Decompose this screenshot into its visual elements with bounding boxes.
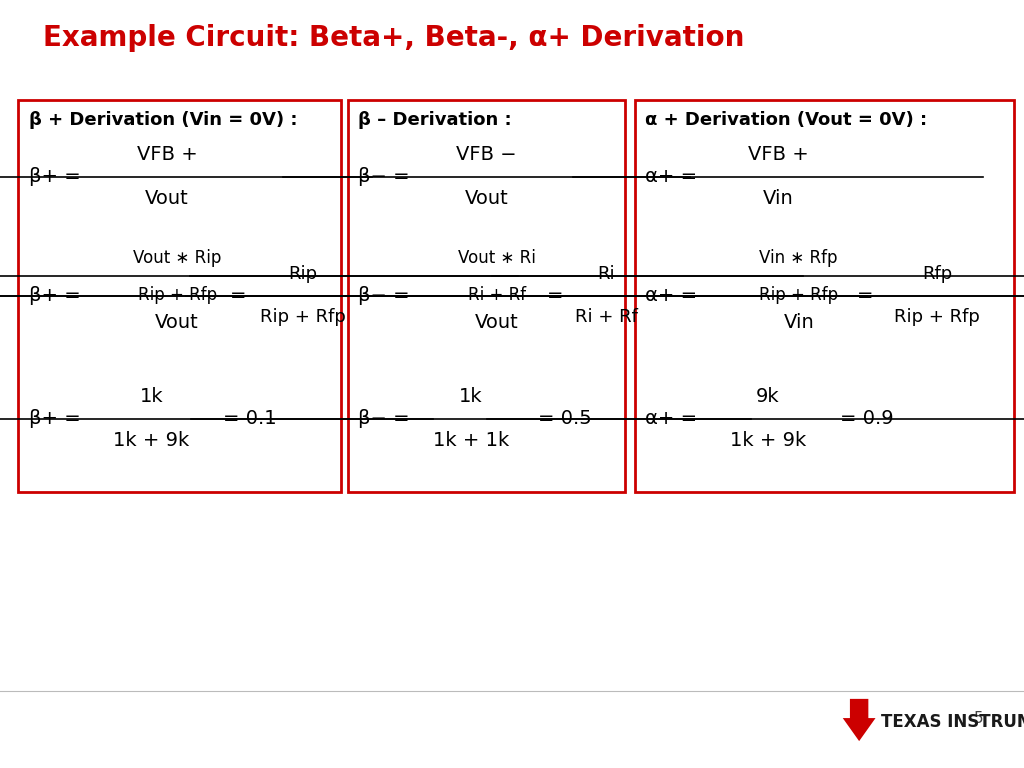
Text: α + Derivation (Vout = 0V) :: α + Derivation (Vout = 0V) : — [645, 111, 928, 129]
Text: β – Derivation :: β – Derivation : — [358, 111, 512, 129]
Text: α+ =: α+ = — [645, 167, 697, 186]
Text: 1k + 1k: 1k + 1k — [433, 431, 509, 450]
Text: = 0.5: = 0.5 — [538, 409, 591, 428]
Bar — [635, 100, 1014, 492]
Bar — [18, 100, 341, 492]
Text: 1k + 9k: 1k + 9k — [730, 431, 806, 450]
Text: β + Derivation (Vin = 0V) :: β + Derivation (Vin = 0V) : — [29, 111, 297, 129]
Text: 9k: 9k — [756, 387, 780, 406]
Text: Vout: Vout — [475, 313, 518, 332]
Text: Vin: Vin — [763, 189, 794, 208]
Text: Rip + Rfp: Rip + Rfp — [759, 286, 839, 303]
Text: Vout: Vout — [465, 189, 508, 208]
Text: VFB +: VFB + — [136, 145, 198, 164]
Text: Example Circuit: Beta+, Beta-, α+ Derivation: Example Circuit: Beta+, Beta-, α+ Deriva… — [43, 25, 744, 52]
Text: = 0.1: = 0.1 — [223, 409, 276, 428]
Text: Ri + Rf: Ri + Rf — [574, 308, 638, 326]
Bar — [348, 100, 625, 492]
Text: VFB −: VFB − — [456, 145, 517, 164]
Text: 1k: 1k — [459, 387, 483, 406]
Text: Vout ∗ Ri: Vout ∗ Ri — [458, 250, 536, 267]
Text: =: = — [857, 286, 873, 305]
Text: Ri: Ri — [597, 266, 615, 283]
Text: α+ =: α+ = — [645, 286, 697, 305]
Text: Vin: Vin — [783, 313, 814, 332]
Text: Rip + Rfp: Rip + Rfp — [260, 308, 346, 326]
Text: β+ =: β+ = — [29, 167, 81, 186]
Text: Rfp: Rfp — [922, 266, 952, 283]
Text: α+ =: α+ = — [645, 409, 697, 428]
Text: β− =: β− = — [358, 167, 410, 186]
Text: β− =: β− = — [358, 409, 410, 428]
Text: Vout: Vout — [156, 313, 199, 332]
Text: Vout ∗ Rip: Vout ∗ Rip — [133, 250, 221, 267]
Text: Rip: Rip — [289, 266, 317, 283]
Text: β− =: β− = — [358, 286, 410, 305]
Text: =: = — [547, 286, 563, 305]
Text: 1k: 1k — [139, 387, 164, 406]
Text: β+ =: β+ = — [29, 409, 81, 428]
Text: TEXAS INSTRUMENTS: TEXAS INSTRUMENTS — [881, 713, 1024, 731]
Text: Rip + Rfp: Rip + Rfp — [894, 308, 980, 326]
Polygon shape — [843, 699, 876, 741]
Text: Vin ∗ Rfp: Vin ∗ Rfp — [760, 250, 838, 267]
Text: VFB +: VFB + — [748, 145, 809, 164]
Text: Ri + Rf: Ri + Rf — [468, 286, 525, 303]
Text: 5: 5 — [974, 710, 983, 726]
Text: = 0.9: = 0.9 — [840, 409, 893, 428]
Text: Vout: Vout — [145, 189, 188, 208]
Text: 1k + 9k: 1k + 9k — [114, 431, 189, 450]
Text: Rip + Rfp: Rip + Rfp — [137, 286, 217, 303]
Text: β+ =: β+ = — [29, 286, 81, 305]
Text: =: = — [230, 286, 247, 305]
